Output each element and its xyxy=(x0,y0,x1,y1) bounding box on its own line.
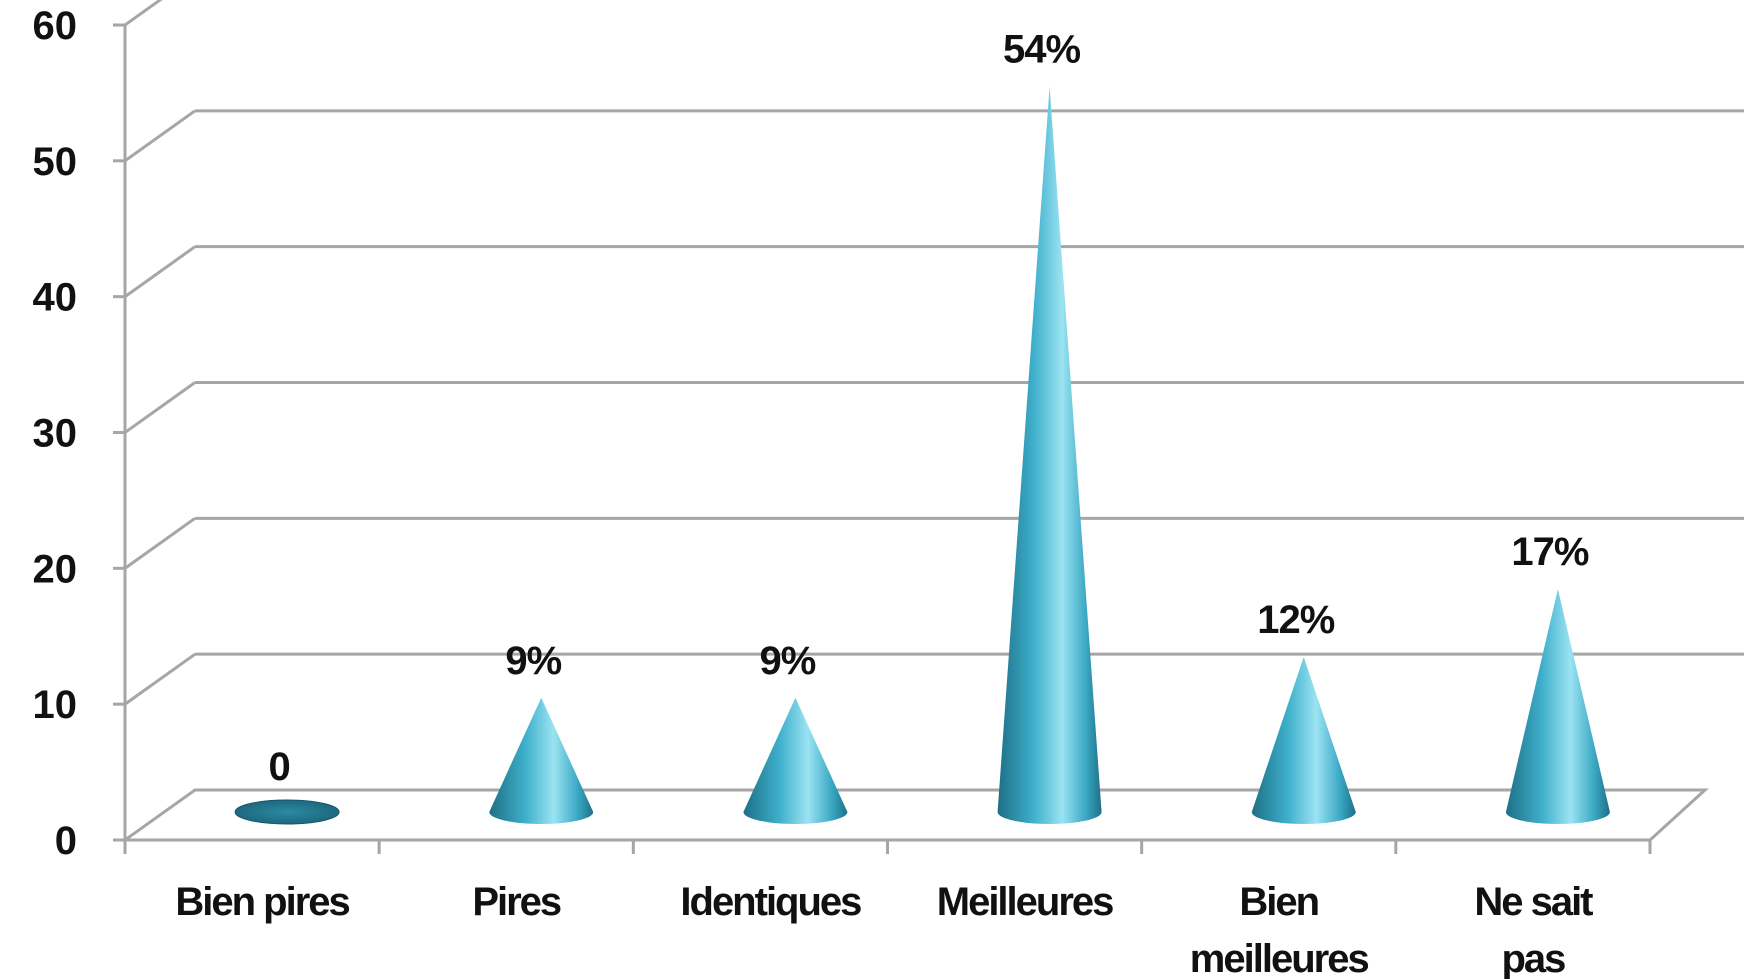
y-tick-label: 40 xyxy=(33,276,78,320)
label-layer: 0 Bien pires 9% Pires 9% Identiques 54% Meilleu… xyxy=(175,28,1595,979)
y-tick-label: 10 xyxy=(33,683,78,727)
x-tick-label-line: meilleures xyxy=(1190,937,1369,979)
x-tick-label: Bien pires xyxy=(175,880,351,924)
cone-layer xyxy=(234,86,1610,825)
cone-mark xyxy=(997,86,1102,825)
y-tick-label: 50 xyxy=(33,140,78,184)
cone-mark xyxy=(489,697,594,825)
x-tick-label: Ne sait pas xyxy=(1474,880,1595,979)
x-tick-label-line: Identiques xyxy=(680,880,861,924)
cone-body xyxy=(489,697,594,825)
x-tick-label: Bien meilleures xyxy=(1190,880,1371,979)
y-tick-label: 20 xyxy=(33,547,78,591)
data-label: 54% xyxy=(1003,28,1080,72)
cone-mark xyxy=(234,799,340,825)
x-tick-label-line: Bien pires xyxy=(175,880,349,924)
x-tick-label-line: Meilleures xyxy=(937,880,1113,924)
x-tick-label-line: pas xyxy=(1501,937,1565,979)
x-tick-label-line: Pires xyxy=(472,880,561,924)
gridline-side xyxy=(124,517,196,570)
axis-layer: 0 10 20 30 40 50 60 xyxy=(33,4,1652,863)
gridline-side xyxy=(124,109,196,163)
x-tick-label-line: Ne sait xyxy=(1474,880,1593,924)
floor-plane xyxy=(124,788,1709,842)
y-tick-label: 0 xyxy=(55,819,77,863)
cone-body xyxy=(997,86,1102,825)
x-tick-label: Pires xyxy=(472,880,563,924)
gridline-side xyxy=(124,652,196,706)
cone-body xyxy=(743,697,848,824)
x-tick-label: Meilleures xyxy=(937,880,1115,924)
grid-layer xyxy=(124,0,1744,842)
cone-mark xyxy=(1505,589,1610,825)
y-tick-label: 60 xyxy=(33,4,78,48)
gridline-side xyxy=(124,0,163,27)
cone-mark xyxy=(743,697,848,824)
gridline-side xyxy=(124,381,196,434)
data-label: 9% xyxy=(760,639,816,683)
data-label: 12% xyxy=(1257,598,1334,642)
cone-body xyxy=(1251,657,1356,825)
y-tick-label: 30 xyxy=(33,412,78,456)
gridline-side xyxy=(124,245,196,298)
x-tick-label: Identiques xyxy=(680,880,863,924)
cone-mark xyxy=(1251,657,1356,825)
x-tick-label-line: Bien xyxy=(1239,880,1318,924)
data-label: 17% xyxy=(1511,530,1588,574)
data-label: 0 xyxy=(268,745,289,789)
data-label: 9% xyxy=(505,639,561,683)
cone-body xyxy=(1505,589,1610,825)
